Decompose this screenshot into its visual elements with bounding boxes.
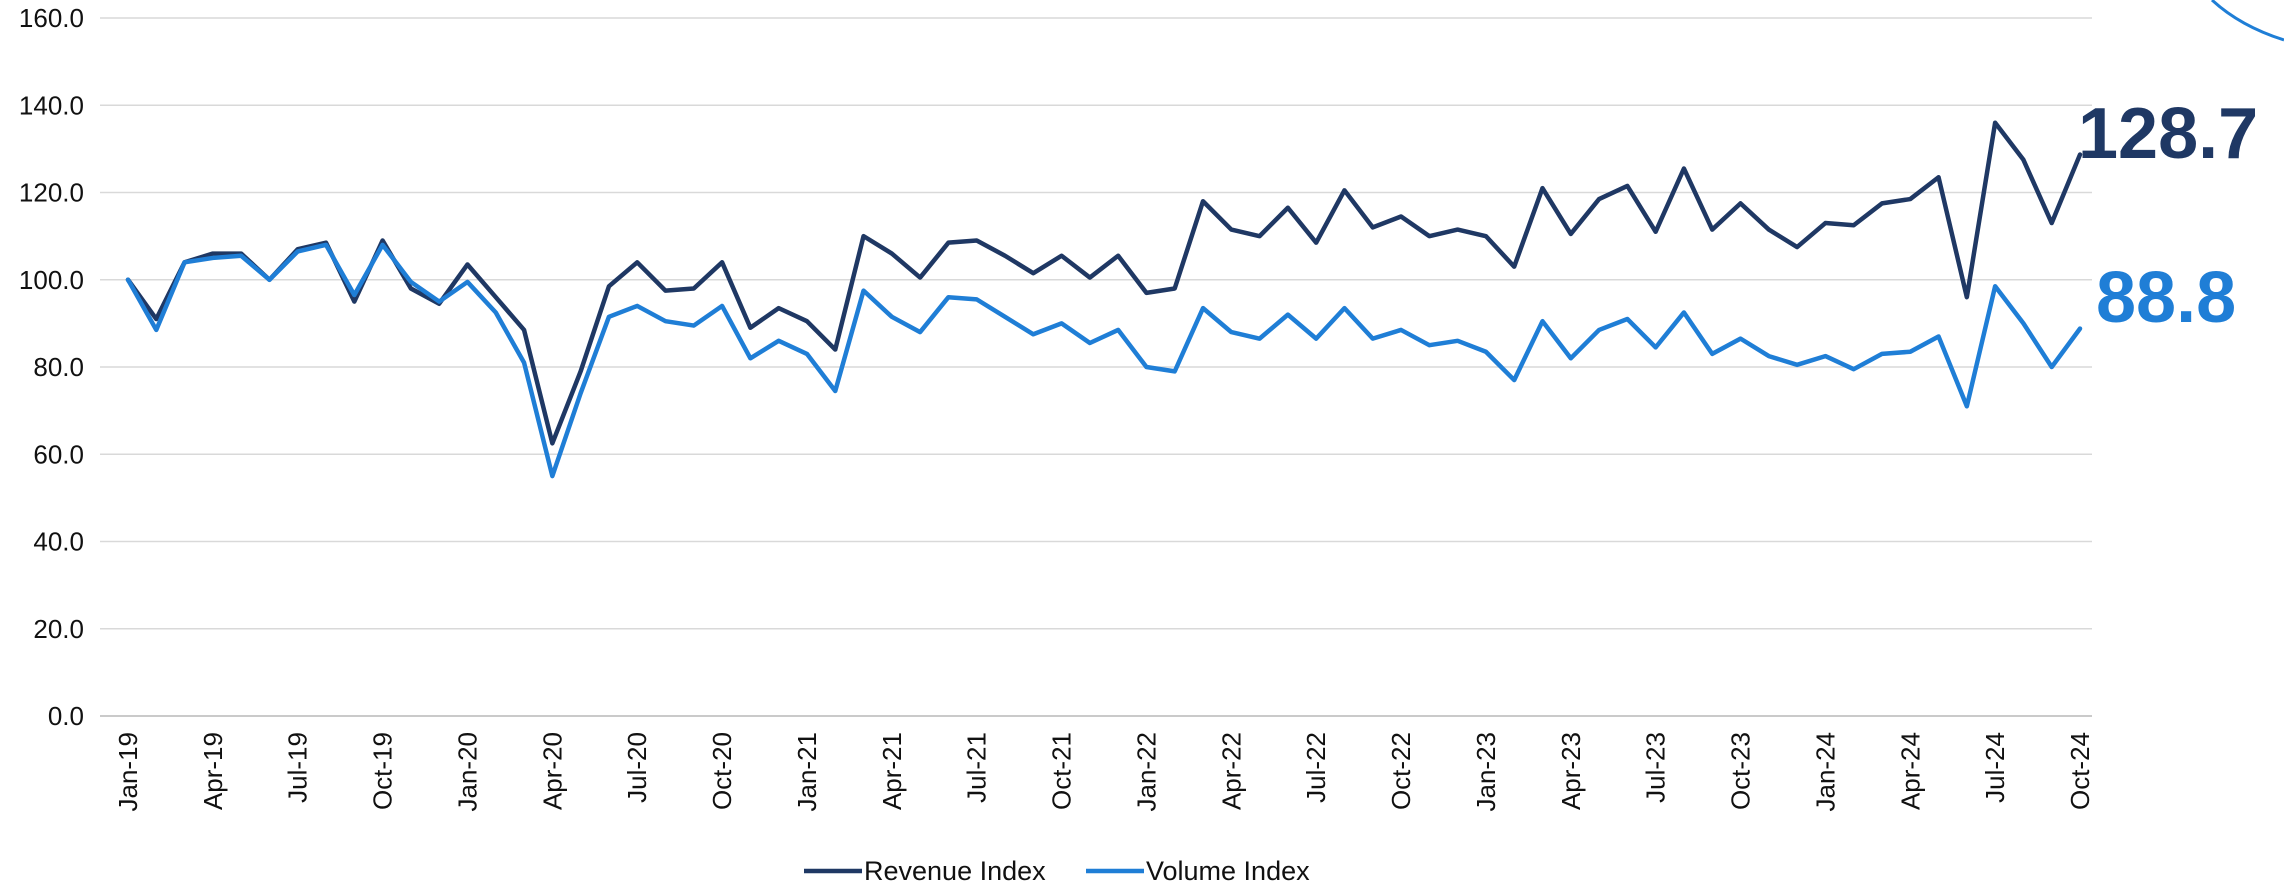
end-value-label-volume-index: 88.8: [2096, 258, 2236, 338]
x-tick-label: Jan-21: [792, 732, 822, 812]
x-tick-label: Apr-19: [198, 732, 228, 810]
x-tick-label: Apr-24: [1895, 732, 1925, 810]
end-value-label-revenue-index: 128.7: [2078, 94, 2258, 174]
x-tick-label: Apr-20: [537, 732, 567, 810]
x-tick-label: Oct-21: [1047, 732, 1077, 810]
y-tick-label: 100.0: [19, 265, 84, 295]
x-axis: Jan-19 Apr-19 Jul-19 Oct-19 Jan-20 Apr-20 Jul-…: [100, 715, 2095, 812]
y-tick-label: 40.0: [33, 527, 84, 557]
legend-label: Revenue Index: [864, 856, 1046, 886]
x-tick-label: Jul-24: [1980, 732, 2010, 803]
x-tick-label: Jan-23: [1471, 732, 1501, 812]
x-tick-label: Oct-23: [1726, 732, 1756, 810]
x-tick-label: Jul-19: [283, 732, 313, 803]
x-tick-label: Oct-20: [707, 732, 737, 810]
x-tick-label: Jul-23: [1641, 732, 1671, 803]
x-tick-label: Oct-22: [1386, 732, 1416, 810]
x-tick-label: Apr-22: [1216, 732, 1246, 810]
x-tick-label: Jan-19: [113, 732, 143, 812]
gridlines: [100, 17, 2092, 717]
x-tick-label: Oct-24: [2065, 732, 2095, 810]
legend-label: Volume Index: [1146, 856, 1310, 886]
y-tick-label: 160.0: [19, 3, 84, 33]
x-tick-label: Oct-19: [368, 732, 398, 810]
y-tick-label: 60.0: [33, 439, 84, 469]
legend: Revenue Index Volume Index: [804, 856, 1310, 886]
x-tick-label: Apr-21: [877, 732, 907, 810]
end-labels: 128.7 88.8: [2078, 94, 2258, 338]
y-tick-label: 20.0: [33, 614, 84, 644]
x-tick-label: Jul-22: [1301, 732, 1331, 803]
y-tick-label: 80.0: [33, 352, 84, 382]
y-tick-label: 140.0: [19, 90, 84, 120]
series-line-volume-index: [125, 242, 2083, 479]
y-axis-ticks: 0.0 20.0 40.0 60.0 80.0 100.0 120.0 140.0 160.0: [19, 3, 84, 731]
decorative-arc: [2210, 0, 2284, 42]
x-tick-label: Jan-24: [1810, 732, 1840, 812]
series-line-revenue-index: [125, 120, 2083, 446]
x-tick-label: Jan-20: [452, 732, 482, 812]
x-tick-label: Jan-22: [1131, 732, 1161, 812]
x-tick-label: Jul-20: [622, 732, 652, 803]
y-tick-label: 0.0: [48, 701, 84, 731]
x-tick-label: Jul-21: [962, 732, 992, 803]
y-tick-label: 120.0: [19, 178, 84, 208]
series-lines: [125, 120, 2083, 479]
x-tick-label: Apr-23: [1556, 732, 1586, 810]
